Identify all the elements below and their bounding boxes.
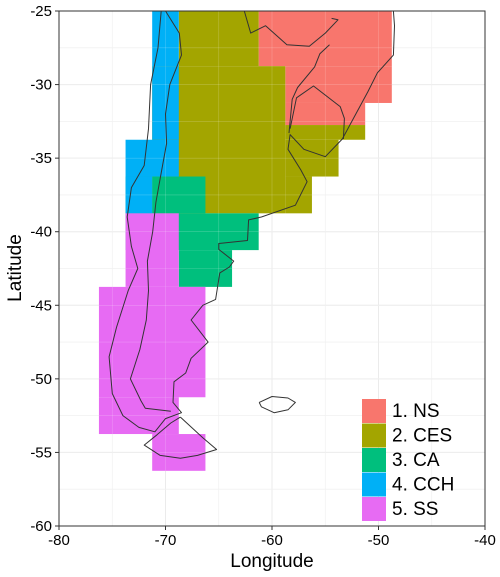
y-tick-label: -50 (30, 371, 52, 388)
region-cell-3 (178, 250, 233, 287)
region-cell-2 (285, 125, 366, 140)
axes: -80 -70 -60 -50 -40 -60 -55 -50 -45 -40 -35 -30 -25 (30, 3, 496, 549)
legend-label: 2. CES (392, 426, 452, 447)
x-tick-label: -80 (48, 532, 70, 549)
coastline (108, 10, 395, 433)
coastline (243, 10, 339, 47)
legend: 1. NS 2. CES 3. CA 4. CCH 5. SS (362, 399, 454, 521)
y-axis-title: Latitude (5, 234, 26, 302)
region-cell-4 (125, 139, 179, 177)
y-tick-label: -35 (30, 150, 52, 167)
y-tick-label: -40 (30, 224, 52, 241)
y-tick-label: -55 (30, 444, 52, 461)
legend-label: 1. NS (392, 401, 440, 422)
x-tick-label: -60 (261, 532, 283, 549)
y-tick-label: -60 (30, 518, 52, 535)
coastline (143, 416, 218, 459)
region-cell-2 (178, 11, 259, 67)
region-cell-3 (152, 176, 206, 214)
legend-key (362, 472, 386, 497)
coastline (129, 10, 182, 412)
region-cell-1 (258, 11, 392, 67)
region-cell-5 (98, 286, 206, 398)
coastline (289, 85, 345, 140)
legend-label: 5. SS (392, 499, 438, 520)
x-tick-label: -50 (368, 532, 390, 549)
y-tick-label: -30 (30, 77, 52, 94)
x-tick-label: -70 (155, 532, 177, 549)
region-cell-2 (285, 139, 339, 177)
map-panel (58, 10, 486, 527)
region-cell-1 (285, 66, 392, 103)
legend-key (362, 448, 386, 472)
legend-key (362, 497, 386, 521)
region-cell-4 (152, 66, 179, 140)
y-tick-label: -25 (30, 3, 52, 20)
legend-label: 3. CA (392, 450, 440, 471)
legend-key (362, 423, 386, 448)
legend-key (362, 399, 386, 423)
y-tick-label: -45 (30, 297, 52, 314)
region-cells (58, 10, 486, 527)
legend-label: 4. CCH (392, 475, 454, 496)
x-tick-label: -40 (474, 532, 496, 549)
coastline (288, 44, 330, 134)
region-cell-5 (125, 213, 179, 287)
coastline (258, 396, 296, 414)
coastlines (108, 10, 395, 459)
region-cell-5 (152, 434, 206, 471)
region-cell-1 (285, 102, 366, 126)
x-axis-title: Longitude (230, 551, 313, 572)
